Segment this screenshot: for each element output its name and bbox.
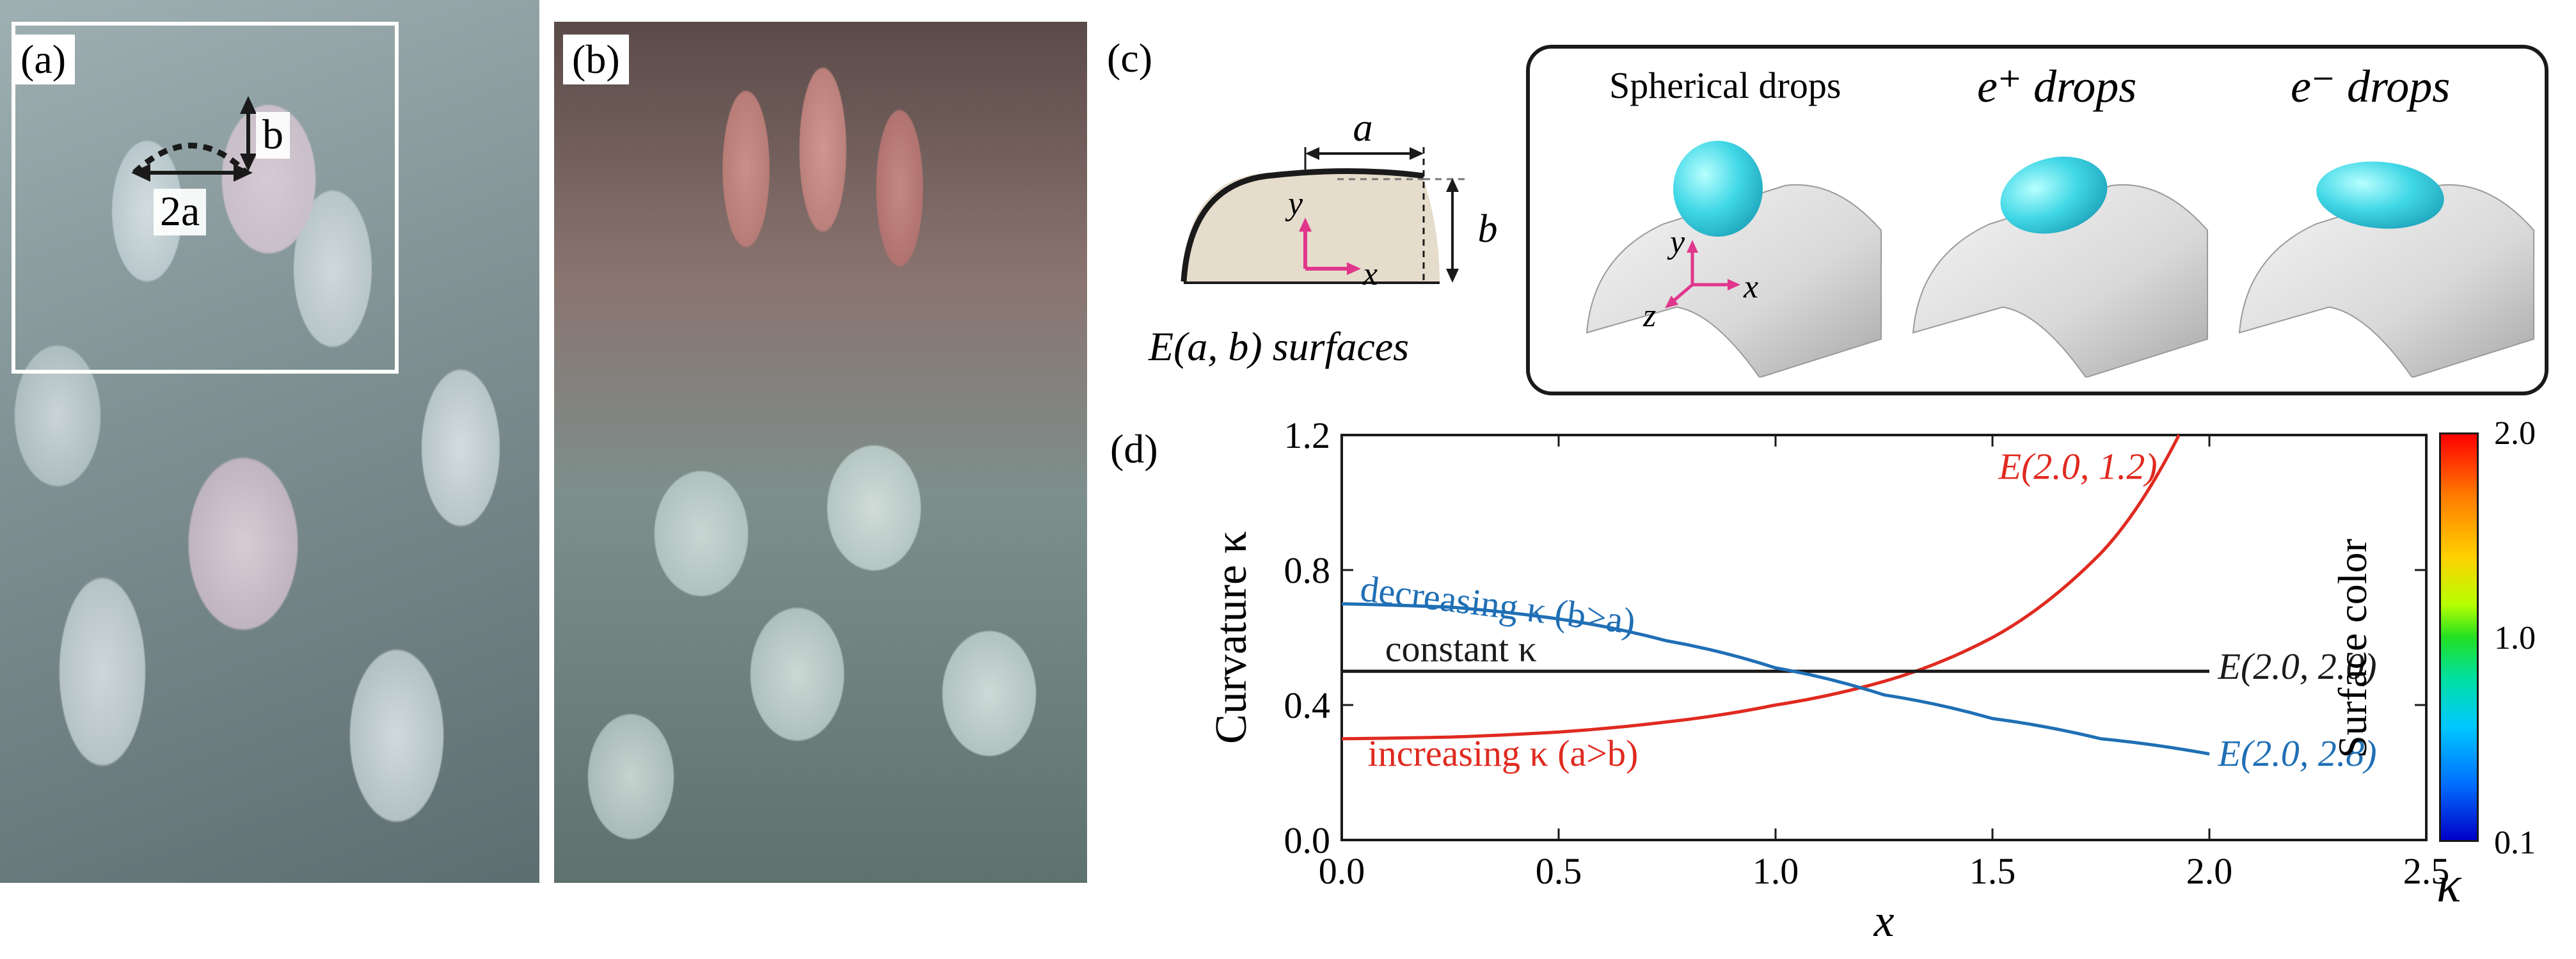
colorbar-tick-top: 2.0 (2494, 415, 2536, 452)
coord-x-label: x (1743, 269, 1758, 305)
colorbar (2439, 432, 2479, 842)
panel-c-label: (c) (1107, 35, 1153, 81)
series-line (1341, 602, 2210, 756)
series-annotation: increasing κ (a>b) (1368, 733, 1639, 774)
photo-b (554, 22, 1087, 883)
colorbar-tick-bottom: 0.1 (2494, 825, 2536, 861)
series-name-label: E(2.0, 2.0) (2218, 646, 2377, 687)
series-annotation: constant κ (1385, 628, 1537, 669)
surfaces-caption: E(a, b) surfaces (1149, 324, 1410, 369)
colorbar-kappa: κ (2437, 857, 2461, 913)
coord-z-label: z (1642, 297, 1656, 334)
x-axis-label: x (1873, 895, 1895, 946)
x-tick-label: 1.0 (1753, 850, 1799, 892)
drops-box (1526, 45, 2548, 395)
colorbar-title: Surface color (2330, 539, 2375, 758)
y-tick-label: 0.8 (1284, 550, 1331, 591)
drop-label-spherical: Spherical drops (1609, 65, 1841, 106)
x-tick-label: 2.5 (2403, 850, 2450, 892)
plot-frame (1340, 434, 2428, 841)
x-tick-label: 2.0 (2186, 850, 2233, 892)
x-tick-label: 0.5 (1536, 850, 1582, 892)
coord-y-label: y (1667, 224, 1685, 260)
axis-a-label: a (1353, 106, 1373, 150)
surface-1 (1586, 141, 1882, 377)
drop-label-e-plus: e⁺ drops (1977, 61, 2137, 112)
drops-illustration: y x z (1586, 141, 2534, 377)
axis-b-label: b (1478, 207, 1498, 251)
surface-2 (1912, 156, 2208, 377)
drop-label-e-minus: e⁻ drops (2291, 61, 2451, 112)
y-tick-label: 0.0 (1284, 820, 1331, 861)
curvature-chart: 0.0 0.5 1.0 1.5 2.0 2.5 0.0 0.4 0.8 1.2 x Curvature… (1207, 422, 2450, 946)
x-tick-label: 1.5 (1969, 850, 2016, 892)
y-tick-label: 0.4 (1284, 685, 1331, 726)
series-name-label: E(2.0, 1.2) (1998, 446, 2158, 487)
local-x-label: x (1362, 256, 1378, 292)
surface-3 (2238, 161, 2534, 377)
panel-d-label: (d) (1110, 426, 1158, 472)
y-tick-label: 1.2 (1284, 422, 1331, 456)
y-axis-label: Curvature κ (1207, 531, 1256, 744)
series-name-label: E(2.0, 2.8) (2218, 733, 2377, 774)
inset-2a-tag: 2a (154, 188, 207, 235)
inset-annotation (131, 96, 257, 182)
inset-b-tag: b (256, 111, 290, 159)
panel-a-label: (a) (12, 35, 76, 85)
x-tick-label: 0.0 (1319, 850, 1365, 892)
series-line (1341, 434, 2181, 741)
ellipse-schematic: a b y x (1181, 106, 1498, 292)
panel-b-label: (b) (563, 35, 629, 85)
local-y-label: y (1285, 186, 1303, 222)
colorbar-tick-mid: 1.0 (2494, 620, 2536, 656)
inset-frame (12, 22, 399, 374)
